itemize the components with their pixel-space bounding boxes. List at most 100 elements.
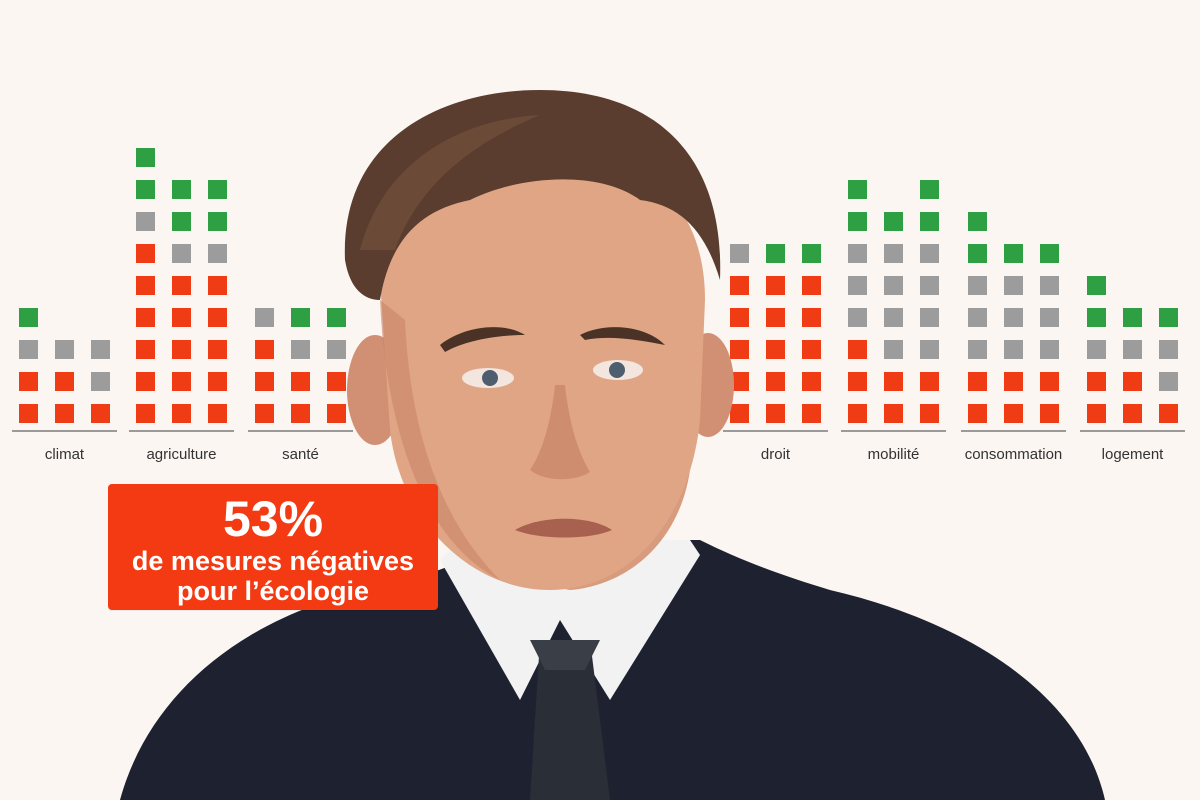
positive-measure-square <box>1087 308 1106 327</box>
negative-measure-square <box>802 308 821 327</box>
negative-measure-square <box>255 372 274 391</box>
category-baseline <box>1080 430 1185 432</box>
neutral-measure-square <box>884 340 903 359</box>
negative-measure-square <box>1159 404 1178 423</box>
neutral-measure-square <box>1004 340 1023 359</box>
category-baseline <box>12 430 117 432</box>
positive-measure-square <box>291 308 310 327</box>
neutral-measure-square <box>920 340 939 359</box>
positive-measure-square <box>1040 244 1059 263</box>
tie <box>530 640 610 800</box>
positive-measure-square <box>766 244 785 263</box>
negative-measure-square <box>766 340 785 359</box>
negative-measure-square <box>19 372 38 391</box>
neutral-measure-square <box>91 340 110 359</box>
negative-measure-square <box>291 404 310 423</box>
neutral-measure-square <box>884 244 903 263</box>
negative-measure-square <box>208 276 227 295</box>
negative-measure-square <box>920 404 939 423</box>
negative-measure-square <box>91 404 110 423</box>
category-baseline <box>723 430 828 432</box>
mouth <box>515 518 612 538</box>
positive-measure-square <box>848 180 867 199</box>
negative-measure-square <box>1087 372 1106 391</box>
neutral-measure-square <box>1123 340 1142 359</box>
neutral-measure-square <box>1040 340 1059 359</box>
neutral-measure-square <box>848 308 867 327</box>
negative-measure-square <box>55 372 74 391</box>
negative-measure-square <box>802 404 821 423</box>
negative-measure-square <box>136 276 155 295</box>
negative-measure-square <box>136 404 155 423</box>
percentage-callout: 53% de mesures négatives pour l’écologie <box>108 484 438 610</box>
category-label: consommation <box>964 446 1063 463</box>
category-label: droit <box>760 446 791 463</box>
nose <box>530 385 590 480</box>
negative-measure-square <box>1087 404 1106 423</box>
neutral-measure-square <box>1159 340 1178 359</box>
neutral-measure-square <box>291 340 310 359</box>
negative-measure-square <box>1040 372 1059 391</box>
category-label: logement <box>1101 446 1164 463</box>
category-baseline <box>248 430 353 432</box>
negative-measure-square <box>884 404 903 423</box>
neutral-measure-square <box>920 276 939 295</box>
negative-measure-square <box>1123 372 1142 391</box>
positive-measure-square <box>1123 308 1142 327</box>
negative-measure-square <box>172 372 191 391</box>
neutral-measure-square <box>1159 372 1178 391</box>
positive-measure-square <box>1004 244 1023 263</box>
positive-measure-square <box>136 180 155 199</box>
callout-percent: 53% <box>222 491 324 547</box>
positive-measure-square <box>884 212 903 231</box>
positive-measure-square <box>208 180 227 199</box>
positive-measure-square <box>848 212 867 231</box>
neutral-measure-square <box>1040 308 1059 327</box>
positive-measure-square <box>1087 276 1106 295</box>
negative-measure-square <box>1123 404 1142 423</box>
negative-measure-square <box>136 340 155 359</box>
neutral-measure-square <box>1004 308 1023 327</box>
neutral-measure-square <box>1040 276 1059 295</box>
negative-measure-square <box>55 404 74 423</box>
negative-measure-square <box>327 404 346 423</box>
neutral-measure-square <box>136 212 155 231</box>
positive-measure-square <box>968 212 987 231</box>
callout-line-2: pour l’écologie <box>176 576 370 606</box>
negative-measure-square <box>968 372 987 391</box>
negative-measure-square <box>848 340 867 359</box>
negative-measure-square <box>848 404 867 423</box>
negative-measure-square <box>19 404 38 423</box>
negative-measure-square <box>172 340 191 359</box>
positive-measure-square <box>19 308 38 327</box>
neutral-measure-square <box>91 372 110 391</box>
neutral-measure-square <box>848 276 867 295</box>
negative-measure-square <box>1004 404 1023 423</box>
left-eyebrow <box>440 327 525 352</box>
category-label: mobilité <box>867 446 920 463</box>
neutral-measure-square <box>920 244 939 263</box>
face <box>380 150 705 590</box>
negative-measure-square <box>730 276 749 295</box>
neutral-measure-square <box>730 244 749 263</box>
negative-measure-square <box>208 340 227 359</box>
neutral-measure-square <box>327 340 346 359</box>
negative-measure-square <box>848 372 867 391</box>
neutral-measure-square <box>55 340 74 359</box>
negative-measure-square <box>730 404 749 423</box>
negative-measure-square <box>730 372 749 391</box>
negative-measure-square <box>136 308 155 327</box>
negative-measure-square <box>766 372 785 391</box>
negative-measure-square <box>208 404 227 423</box>
negative-measure-square <box>766 276 785 295</box>
category-baseline <box>129 430 234 432</box>
negative-measure-square <box>208 308 227 327</box>
neutral-measure-square <box>1004 276 1023 295</box>
negative-measure-square <box>172 276 191 295</box>
category-label: climat <box>44 446 85 463</box>
negative-measure-square <box>802 340 821 359</box>
negative-measure-square <box>255 404 274 423</box>
positive-measure-square <box>1159 308 1178 327</box>
negative-measure-square <box>730 340 749 359</box>
negative-measure-square <box>327 372 346 391</box>
